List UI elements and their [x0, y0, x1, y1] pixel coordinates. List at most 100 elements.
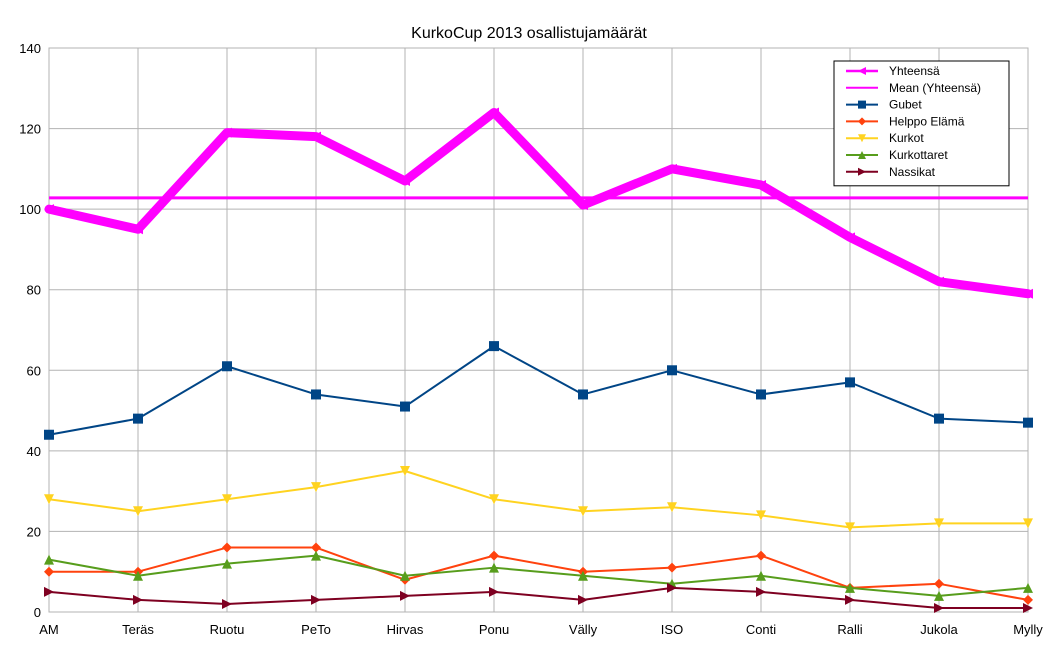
data-point [311, 131, 321, 142]
x-tick-label: Välly [569, 622, 598, 637]
data-point [133, 594, 143, 605]
series-yhteens [44, 107, 1033, 299]
legend-swatch-marker [858, 100, 866, 109]
data-point [133, 506, 143, 517]
x-tick-label: Ralli [837, 622, 862, 637]
series-line [48, 345, 1029, 436]
data-point [489, 107, 499, 118]
y-tick-label: 40 [27, 444, 41, 459]
legend-item-mean-yhteens: Mean (Yhteensä) [846, 81, 981, 95]
legend-swatch-marker [858, 151, 866, 159]
data-point [133, 224, 143, 235]
data-point [756, 389, 766, 400]
x-tick-label: Jukola [920, 622, 958, 637]
y-tick-label: 20 [27, 524, 41, 539]
axes: 0 20 40 60 80 100 120 140 AM Teräs Ruotu PeTo Hirvas… [19, 41, 1043, 637]
series-group [44, 107, 1033, 613]
x-tick-label: ISO [661, 622, 683, 637]
legend-item-yhteens: Yhteensä [846, 64, 940, 78]
data-point [667, 365, 677, 376]
legend-label: Kurkot [889, 131, 924, 145]
data-point [44, 554, 54, 565]
legend-label: Mean (Yhteensä) [889, 81, 981, 95]
legend-label: Yhteensä [889, 64, 940, 78]
data-point [489, 550, 499, 561]
data-point [44, 586, 54, 597]
data-point [1023, 594, 1033, 605]
data-point [578, 594, 588, 605]
data-point [578, 570, 588, 581]
data-point [400, 590, 410, 601]
plot-area [48, 47, 1029, 613]
series-kurkot [44, 466, 1033, 533]
data-point [845, 594, 855, 605]
data-point [222, 598, 232, 609]
data-point [400, 570, 410, 581]
legend-label: Nassikat [889, 165, 936, 179]
x-tick-label: Teräs [122, 622, 154, 637]
data-point [756, 510, 766, 521]
data-point [222, 542, 232, 553]
data-point [667, 502, 677, 513]
data-point [489, 341, 499, 352]
grid [48, 47, 1029, 613]
data-point [845, 582, 855, 593]
x-tick-label: Conti [746, 622, 776, 637]
data-point [44, 566, 54, 577]
y-tick-label: 60 [27, 363, 41, 378]
series-nassikat [44, 582, 1033, 613]
data-point [578, 389, 588, 400]
data-point [489, 586, 499, 597]
series-line [44, 107, 1033, 299]
data-point [578, 506, 588, 517]
data-point [845, 522, 855, 533]
y-tick-label: 80 [27, 283, 41, 298]
y-tick-label: 120 [19, 122, 41, 137]
data-point [1023, 582, 1033, 593]
data-point [578, 200, 588, 211]
x-tick-label: Hirvas [387, 622, 424, 637]
data-point [222, 361, 232, 372]
data-point [756, 550, 766, 561]
data-point [667, 163, 677, 174]
x-tick-label: AM [39, 622, 59, 637]
legend-item-helppo-el-m: Helppo Elämä [846, 114, 965, 128]
legend: Yhteensä Mean (Yhteensä) Gubet Helppo Elämä… [833, 60, 1010, 187]
data-point [222, 127, 232, 138]
data-point [400, 175, 410, 186]
y-tick-label: 140 [19, 41, 41, 56]
data-point [489, 562, 499, 573]
data-point [44, 494, 54, 505]
data-point [311, 389, 321, 400]
data-point [489, 494, 499, 505]
legend-label: Helppo Elämä [889, 114, 965, 128]
legend-swatch-marker [858, 117, 866, 126]
data-point [1023, 602, 1033, 613]
data-point [222, 558, 232, 569]
data-point [934, 590, 944, 601]
legend-item-kurkottaret: Kurkottaret [846, 148, 948, 162]
x-tick-label: Mylly [1013, 622, 1043, 637]
series-kurkottaret [44, 550, 1033, 601]
data-point [667, 582, 677, 593]
data-point [222, 494, 232, 505]
data-point [756, 586, 766, 597]
series-line [48, 470, 1029, 529]
series-line [48, 554, 1029, 597]
y-tick-label: 100 [19, 202, 41, 217]
data-point [311, 482, 321, 493]
series-line [48, 546, 1029, 601]
data-point [133, 570, 143, 581]
data-point [934, 518, 944, 529]
data-point [1023, 288, 1033, 299]
legend-label: Kurkottaret [889, 148, 948, 162]
data-point [1023, 417, 1033, 428]
legend-item-gubet: Gubet [846, 98, 922, 112]
legend-swatch-marker [858, 134, 866, 143]
legend-item-nassikat: Nassikat [846, 165, 936, 179]
data-point [934, 276, 944, 287]
data-point [311, 594, 321, 605]
data-point [934, 602, 944, 613]
series-line [48, 586, 1029, 609]
